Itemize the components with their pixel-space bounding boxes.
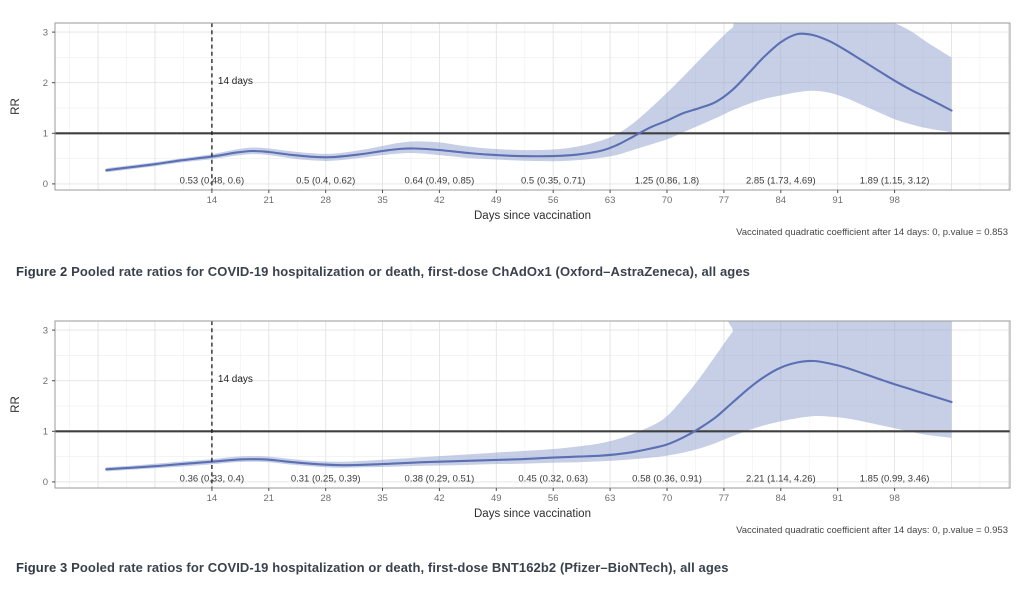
x-tick-label: 91	[832, 195, 843, 206]
x-tick-label: 63	[605, 195, 616, 206]
figure-3-caption: Figure 3 Pooled rate ratios for COVID-19…	[16, 560, 729, 575]
x-tick-label: 70	[662, 493, 673, 504]
confidence-ribbon	[106, 23, 952, 173]
period-estimate-annotations: 0.36 (0.33, 0.4) 0.31 (0.25, 0.39) 0.38 (0…	[180, 473, 930, 484]
x-tick-label: 77	[719, 493, 730, 504]
y-tick-label: 1	[43, 427, 48, 438]
day14-line-label: 14 days	[218, 374, 253, 385]
confidence-ribbon	[106, 321, 952, 472]
panel-border	[54, 320, 1011, 489]
figure-3-caption-label: Figure 3	[16, 560, 68, 575]
x-tick-label: 14	[207, 493, 218, 504]
period-estimate-label: 0.5 (0.35, 0.71)	[521, 175, 585, 186]
y-tick-label: 3	[43, 325, 48, 336]
x-tick-label: 63	[605, 493, 616, 504]
x-tick-label: 84	[776, 493, 787, 504]
figure-3-caption-text: Pooled rate ratios for COVID-19 hospital…	[67, 560, 729, 575]
period-estimate-label: 0.53 (0.48, 0.6)	[180, 175, 244, 186]
rr-smooth-chart-bnt162b2: 14 days 14 21 28 35 42 49 56 63 70 77 84 91 98 0 1 2 3 Day…	[10, 320, 1011, 536]
y-axis: 0 1 2 3	[43, 325, 55, 488]
x-tick-label: 14	[207, 195, 218, 206]
period-estimate-label: 0.58 (0.36, 0.91)	[632, 473, 702, 484]
period-estimate-label: 2.21 (1.14, 4.26)	[746, 473, 816, 484]
period-estimate-label: 0.38 (0.29, 0.51)	[405, 473, 475, 484]
x-tick-label: 21	[264, 493, 275, 504]
quadratic-coefficient-footnote: Vaccinated quadratic coefficient after 1…	[736, 227, 1008, 238]
x-tick-label: 70	[662, 195, 673, 206]
rr-line	[105, 359, 953, 471]
period-estimate-label: 0.64 (0.49, 0.85)	[405, 175, 475, 186]
x-tick-label: 35	[377, 195, 388, 206]
period-estimate-label: 0.31 (0.25, 0.39)	[291, 473, 361, 484]
period-estimate-annotations: 0.53 (0.48, 0.6) 0.5 (0.4, 0.62) 0.64 (0.4…	[180, 175, 930, 186]
period-estimate-label: 1.89 (1.15, 3.12)	[860, 175, 930, 186]
x-tick-label: 77	[719, 195, 730, 206]
x-tick-label: 49	[491, 493, 502, 504]
period-estimate-label: 0.5 (0.4, 0.62)	[296, 175, 355, 186]
x-tick-label: 21	[264, 195, 275, 206]
y-axis: 0 1 2 3	[43, 27, 55, 190]
y-tick-label: 0	[43, 477, 48, 488]
y-axis-title: RR	[10, 396, 22, 413]
y-tick-label: 1	[43, 129, 48, 140]
figure-2-caption-label: Figure 2	[16, 264, 68, 279]
y-axis-title: RR	[10, 98, 22, 115]
day14-line-label: 14 days	[218, 76, 253, 87]
rr-line	[105, 32, 953, 172]
x-tick-label: 28	[320, 493, 331, 504]
x-tick-label: 84	[776, 195, 787, 206]
y-tick-label: 0	[43, 179, 48, 190]
x-tick-label: 98	[889, 493, 900, 504]
figure-2-caption: Figure 2 Pooled rate ratios for COVID-19…	[16, 264, 750, 279]
x-tick-label: 91	[832, 493, 843, 504]
x-axis: 14 21 28 35 42 49 56 63 70 77 84 91 98	[207, 488, 900, 504]
period-estimate-label: 0.45 (0.32, 0.63)	[518, 473, 588, 484]
figure-2-caption-text: Pooled rate ratios for COVID-19 hospital…	[67, 264, 750, 279]
period-estimate-label: 2.85 (1.73, 4.69)	[746, 175, 816, 186]
y-tick-label: 2	[43, 78, 48, 89]
period-estimate-label: 0.36 (0.33, 0.4)	[180, 473, 244, 484]
quadratic-coefficient-footnote: Vaccinated quadratic coefficient after 1…	[736, 525, 1008, 536]
period-estimate-label: 1.25 (0.86, 1.8)	[635, 175, 699, 186]
x-tick-label: 42	[434, 195, 445, 206]
x-tick-label: 49	[491, 195, 502, 206]
x-tick-label: 56	[548, 195, 559, 206]
x-tick-label: 56	[548, 493, 559, 504]
x-tick-label: 42	[434, 493, 445, 504]
x-tick-label: 35	[377, 493, 388, 504]
rr-smooth-chart-chadox1: 14 days 14 21 28 35 42 49 56 63 70 77 84 91 98 0 1 2 3 Day…	[10, 22, 1011, 238]
y-tick-label: 2	[43, 376, 48, 387]
x-axis-title: Days since vaccination	[474, 210, 591, 222]
y-tick-label: 3	[43, 27, 48, 38]
x-axis: 14 21 28 35 42 49 56 63 70 77 84 91 98	[207, 190, 900, 206]
x-axis-title: Days since vaccination	[474, 508, 591, 520]
x-tick-label: 98	[889, 195, 900, 206]
x-tick-label: 28	[320, 195, 331, 206]
panel-border	[54, 22, 1011, 191]
period-estimate-label: 1.85 (0.99, 3.46)	[860, 473, 930, 484]
